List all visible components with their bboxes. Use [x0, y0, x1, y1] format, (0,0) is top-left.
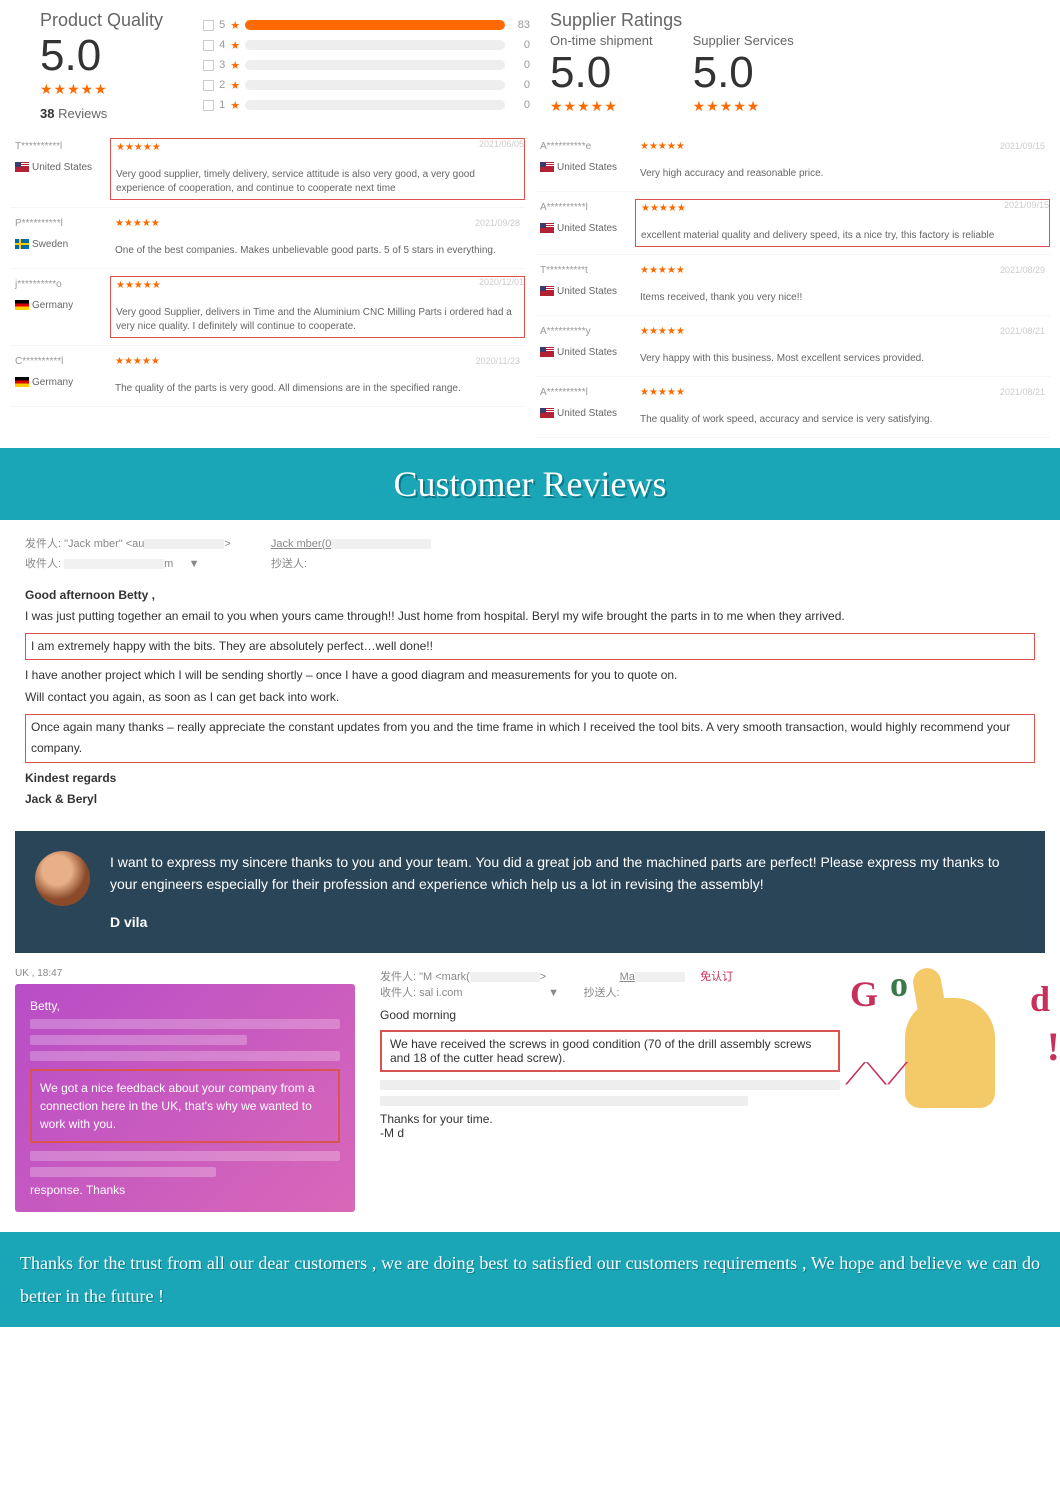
breakdown-row[interactable]: 3★0 [203, 55, 530, 75]
review-date: 2021/08/21 [1000, 387, 1045, 397]
checkbox-icon[interactable] [203, 60, 214, 71]
review-item: A**********lUnited States★★★★★2021/09/15… [535, 192, 1050, 255]
review-item: j**********oGermany★★★★★2020/12/01Very g… [10, 269, 525, 346]
review-stars: ★★★★★ [115, 218, 520, 229]
review-stars: ★★★★★ [640, 141, 1045, 152]
review-stars: ★★★★★ [116, 142, 519, 153]
review-stars: ★★★★★ [640, 326, 1045, 337]
review-item: T**********lUnited States★★★★★2021/06/05… [10, 131, 525, 208]
review-item: A**********lUnited States★★★★★2021/08/21… [535, 377, 1050, 438]
review-item: C**********lGermany★★★★★2020/11/23The qu… [10, 346, 525, 407]
flag-icon [15, 239, 29, 249]
flag-icon [15, 162, 29, 172]
product-quality-score: 5.0 [40, 31, 163, 81]
review-stars: ★★★★★ [115, 356, 520, 367]
checkbox-icon[interactable] [203, 100, 214, 111]
supplier-services-block: Supplier Services 5.0 ★★★★★ [693, 33, 794, 115]
review-date: 2021/08/21 [1000, 326, 1045, 336]
review-stars: ★★★★★ [640, 387, 1045, 398]
review-date: 2021/06/05 [479, 139, 524, 149]
review-date: 2021/09/15 [1000, 141, 1045, 151]
checkbox-icon[interactable] [203, 80, 214, 91]
highlight-box: We got a nice feedback about your compan… [30, 1069, 340, 1143]
review-stars: ★★★★★ [116, 280, 519, 291]
flag-icon [540, 223, 554, 233]
on-time-shipment-block: On-time shipment 5.0 ★★★★★ [550, 33, 653, 115]
highlight-box: I am extremely happy with the bits. They… [25, 633, 1035, 661]
breakdown-row[interactable]: 5★83 [203, 15, 530, 35]
reviews-column-right: A**********eUnited States★★★★★2021/09/15… [535, 131, 1050, 438]
product-quality-title: Product Quality [40, 10, 163, 31]
chat-testimonial: Betty, We got a nice feedback about your… [15, 984, 355, 1212]
checkbox-icon[interactable] [203, 40, 214, 51]
flag-icon [15, 300, 29, 310]
flag-icon [540, 347, 554, 357]
good-thumbs-up-icon: Good! ⟋⟍⟋ [865, 968, 1045, 1138]
review-item: A**********yUnited States★★★★★2021/08/21… [535, 316, 1050, 377]
supplier-ratings-title: Supplier Ratings [550, 10, 1020, 31]
flag-icon [540, 286, 554, 296]
email-testimonial-1: 发件人: "Jack mber" <au>收件人: m ▼ Jack mber(… [0, 520, 1060, 826]
checkbox-icon[interactable] [203, 20, 214, 31]
review-date: 2020/11/23 [476, 356, 520, 366]
highlight-box: Once again many thanks – really apprecia… [25, 714, 1035, 763]
review-item: T**********tUnited States★★★★★2021/08/29… [535, 255, 1050, 316]
review-date: 2021/09/15 [1004, 200, 1049, 210]
product-quality-block: Product Quality 5.0 ★★★★★ 38 Reviews [40, 10, 163, 121]
breakdown-row[interactable]: 2★0 [203, 75, 530, 95]
reviews-column-left: T**********lUnited States★★★★★2021/06/05… [10, 131, 525, 438]
review-count: 38 Reviews [40, 106, 163, 121]
flag-icon [540, 408, 554, 418]
avatar [35, 851, 90, 906]
flag-icon [540, 162, 554, 172]
product-quality-stars: ★★★★★ [40, 81, 163, 98]
testimonial-block: I want to express my sincere thanks to y… [15, 831, 1045, 953]
footer-banner: Thanks for the trust from all our dear c… [0, 1232, 1060, 1327]
email-testimonial-2: 发件人: "M <mark(> Ma 免认订 收件人: sal i.com ▼ … [370, 968, 850, 1212]
customer-reviews-banner: Customer Reviews [0, 448, 1060, 520]
review-item: A**********eUnited States★★★★★2021/09/15… [535, 131, 1050, 192]
review-date: 2020/12/01 [479, 277, 524, 287]
review-stars: ★★★★★ [641, 203, 1044, 214]
review-date: 2021/09/28 [475, 218, 520, 228]
review-item: P**********lSweden★★★★★2021/09/28One of … [10, 208, 525, 269]
breakdown-row[interactable]: 1★0 [203, 95, 530, 115]
breakdown-row[interactable]: 4★0 [203, 35, 530, 55]
review-stars: ★★★★★ [640, 265, 1045, 276]
review-date: 2021/08/29 [1000, 265, 1045, 275]
flag-icon [15, 377, 29, 387]
rating-breakdown: 5★834★03★02★01★0 [203, 10, 530, 115]
highlight-box: We have received the screws in good cond… [380, 1030, 840, 1072]
